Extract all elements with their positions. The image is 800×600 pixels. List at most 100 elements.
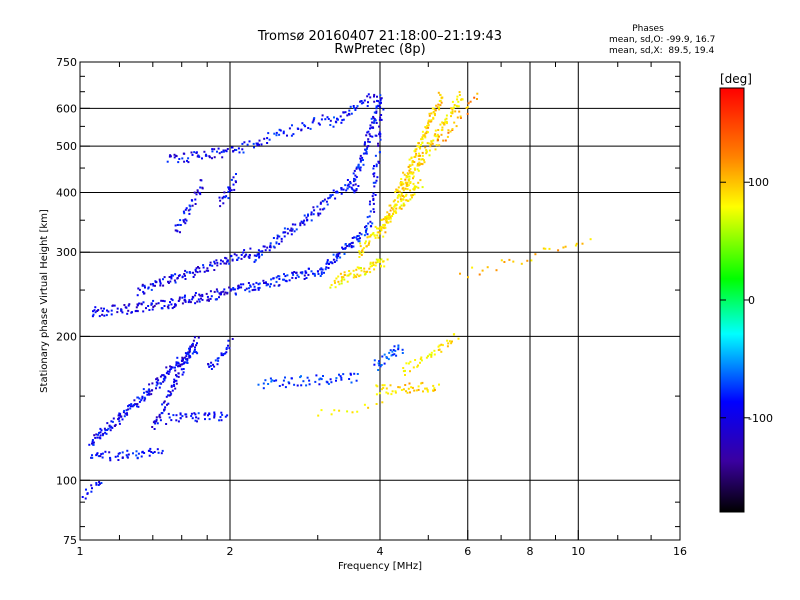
echo-point xyxy=(425,356,428,359)
echo-point xyxy=(380,114,383,116)
echo-point xyxy=(170,298,173,301)
echo-point xyxy=(91,487,93,490)
echo-point xyxy=(434,109,437,112)
echo-point xyxy=(220,354,223,357)
echo-point xyxy=(275,280,278,283)
echo-point xyxy=(234,148,236,151)
echo-point xyxy=(395,188,398,191)
echo-point xyxy=(265,282,267,284)
echo-point xyxy=(319,201,322,204)
echo-point xyxy=(162,374,165,377)
echo-point xyxy=(383,227,386,230)
echo-point xyxy=(371,222,374,225)
echo-point xyxy=(262,245,265,248)
echo-point xyxy=(373,100,376,103)
echo-point xyxy=(258,139,261,142)
echo-point xyxy=(111,426,114,429)
echo-point xyxy=(358,256,361,258)
echo-point xyxy=(317,214,320,217)
echo-point xyxy=(177,300,180,302)
echo-point xyxy=(394,210,397,213)
echo-point xyxy=(174,281,177,284)
echo-point xyxy=(417,186,420,189)
echo-point xyxy=(291,124,293,127)
echo-point xyxy=(382,224,385,226)
echo-point xyxy=(375,258,378,261)
echo-point xyxy=(202,266,205,269)
echo-point xyxy=(96,452,99,455)
echo-point xyxy=(185,219,188,222)
echo-point xyxy=(368,141,371,143)
echo-point xyxy=(421,158,424,161)
echo-point xyxy=(97,433,99,436)
echo-point xyxy=(421,136,424,139)
echo-point xyxy=(371,233,374,236)
echo-point xyxy=(238,286,241,289)
echo-point xyxy=(445,120,448,123)
echo-point xyxy=(335,277,338,280)
echo-point xyxy=(157,379,160,382)
echo-point xyxy=(192,296,195,299)
echo-point xyxy=(445,117,448,120)
echo-point xyxy=(229,190,231,192)
echo-point xyxy=(327,383,330,385)
echo-point xyxy=(426,390,429,393)
echo-point xyxy=(161,449,164,452)
echo-point xyxy=(197,336,200,339)
echo-point xyxy=(310,219,313,222)
echo-point xyxy=(99,427,102,430)
echo-point xyxy=(326,203,329,206)
echo-point xyxy=(267,383,270,385)
echo-point xyxy=(377,362,380,365)
echo-point xyxy=(118,422,121,425)
echo-point xyxy=(419,146,422,149)
echo-point xyxy=(375,122,378,124)
echo-point xyxy=(397,344,400,347)
echo-point xyxy=(175,364,178,367)
echo-point xyxy=(432,389,435,392)
echo-point xyxy=(141,397,144,400)
echo-point xyxy=(101,452,104,455)
echo-point xyxy=(137,405,140,408)
echo-point xyxy=(404,178,407,181)
echo-point xyxy=(356,273,359,276)
x-tick-label: 1 xyxy=(77,545,84,558)
echo-point xyxy=(221,260,224,263)
echo-point xyxy=(409,198,412,201)
echo-point xyxy=(110,425,113,428)
echo-point xyxy=(213,260,216,263)
echo-point xyxy=(120,308,123,311)
echo-point xyxy=(189,205,192,208)
echo-point xyxy=(348,243,350,246)
echo-point xyxy=(352,276,355,279)
echo-point xyxy=(126,413,129,416)
echo-point xyxy=(280,237,283,240)
echo-point xyxy=(366,95,369,98)
echo-point xyxy=(101,310,104,312)
echo-point xyxy=(258,255,261,258)
echo-point xyxy=(226,148,229,150)
echo-point xyxy=(340,279,343,282)
echo-point xyxy=(370,225,373,228)
echo-point xyxy=(243,141,246,144)
echo-point xyxy=(168,416,171,419)
echo-point xyxy=(181,415,184,418)
echo-point xyxy=(373,165,375,167)
echo-point xyxy=(437,129,440,131)
echo-point xyxy=(380,228,383,231)
echo-point xyxy=(418,163,421,166)
echo-point xyxy=(192,339,195,342)
echo-point xyxy=(168,370,171,373)
echo-point xyxy=(382,235,385,238)
echo-point xyxy=(247,255,250,258)
echo-point xyxy=(400,207,403,210)
echo-point xyxy=(91,439,94,441)
echo-point xyxy=(438,106,440,109)
echo-point xyxy=(244,289,247,292)
echo-point xyxy=(125,454,128,457)
echo-point xyxy=(458,94,461,96)
echo-point xyxy=(101,456,104,459)
echo-point xyxy=(193,350,196,353)
echo-point xyxy=(95,433,98,436)
